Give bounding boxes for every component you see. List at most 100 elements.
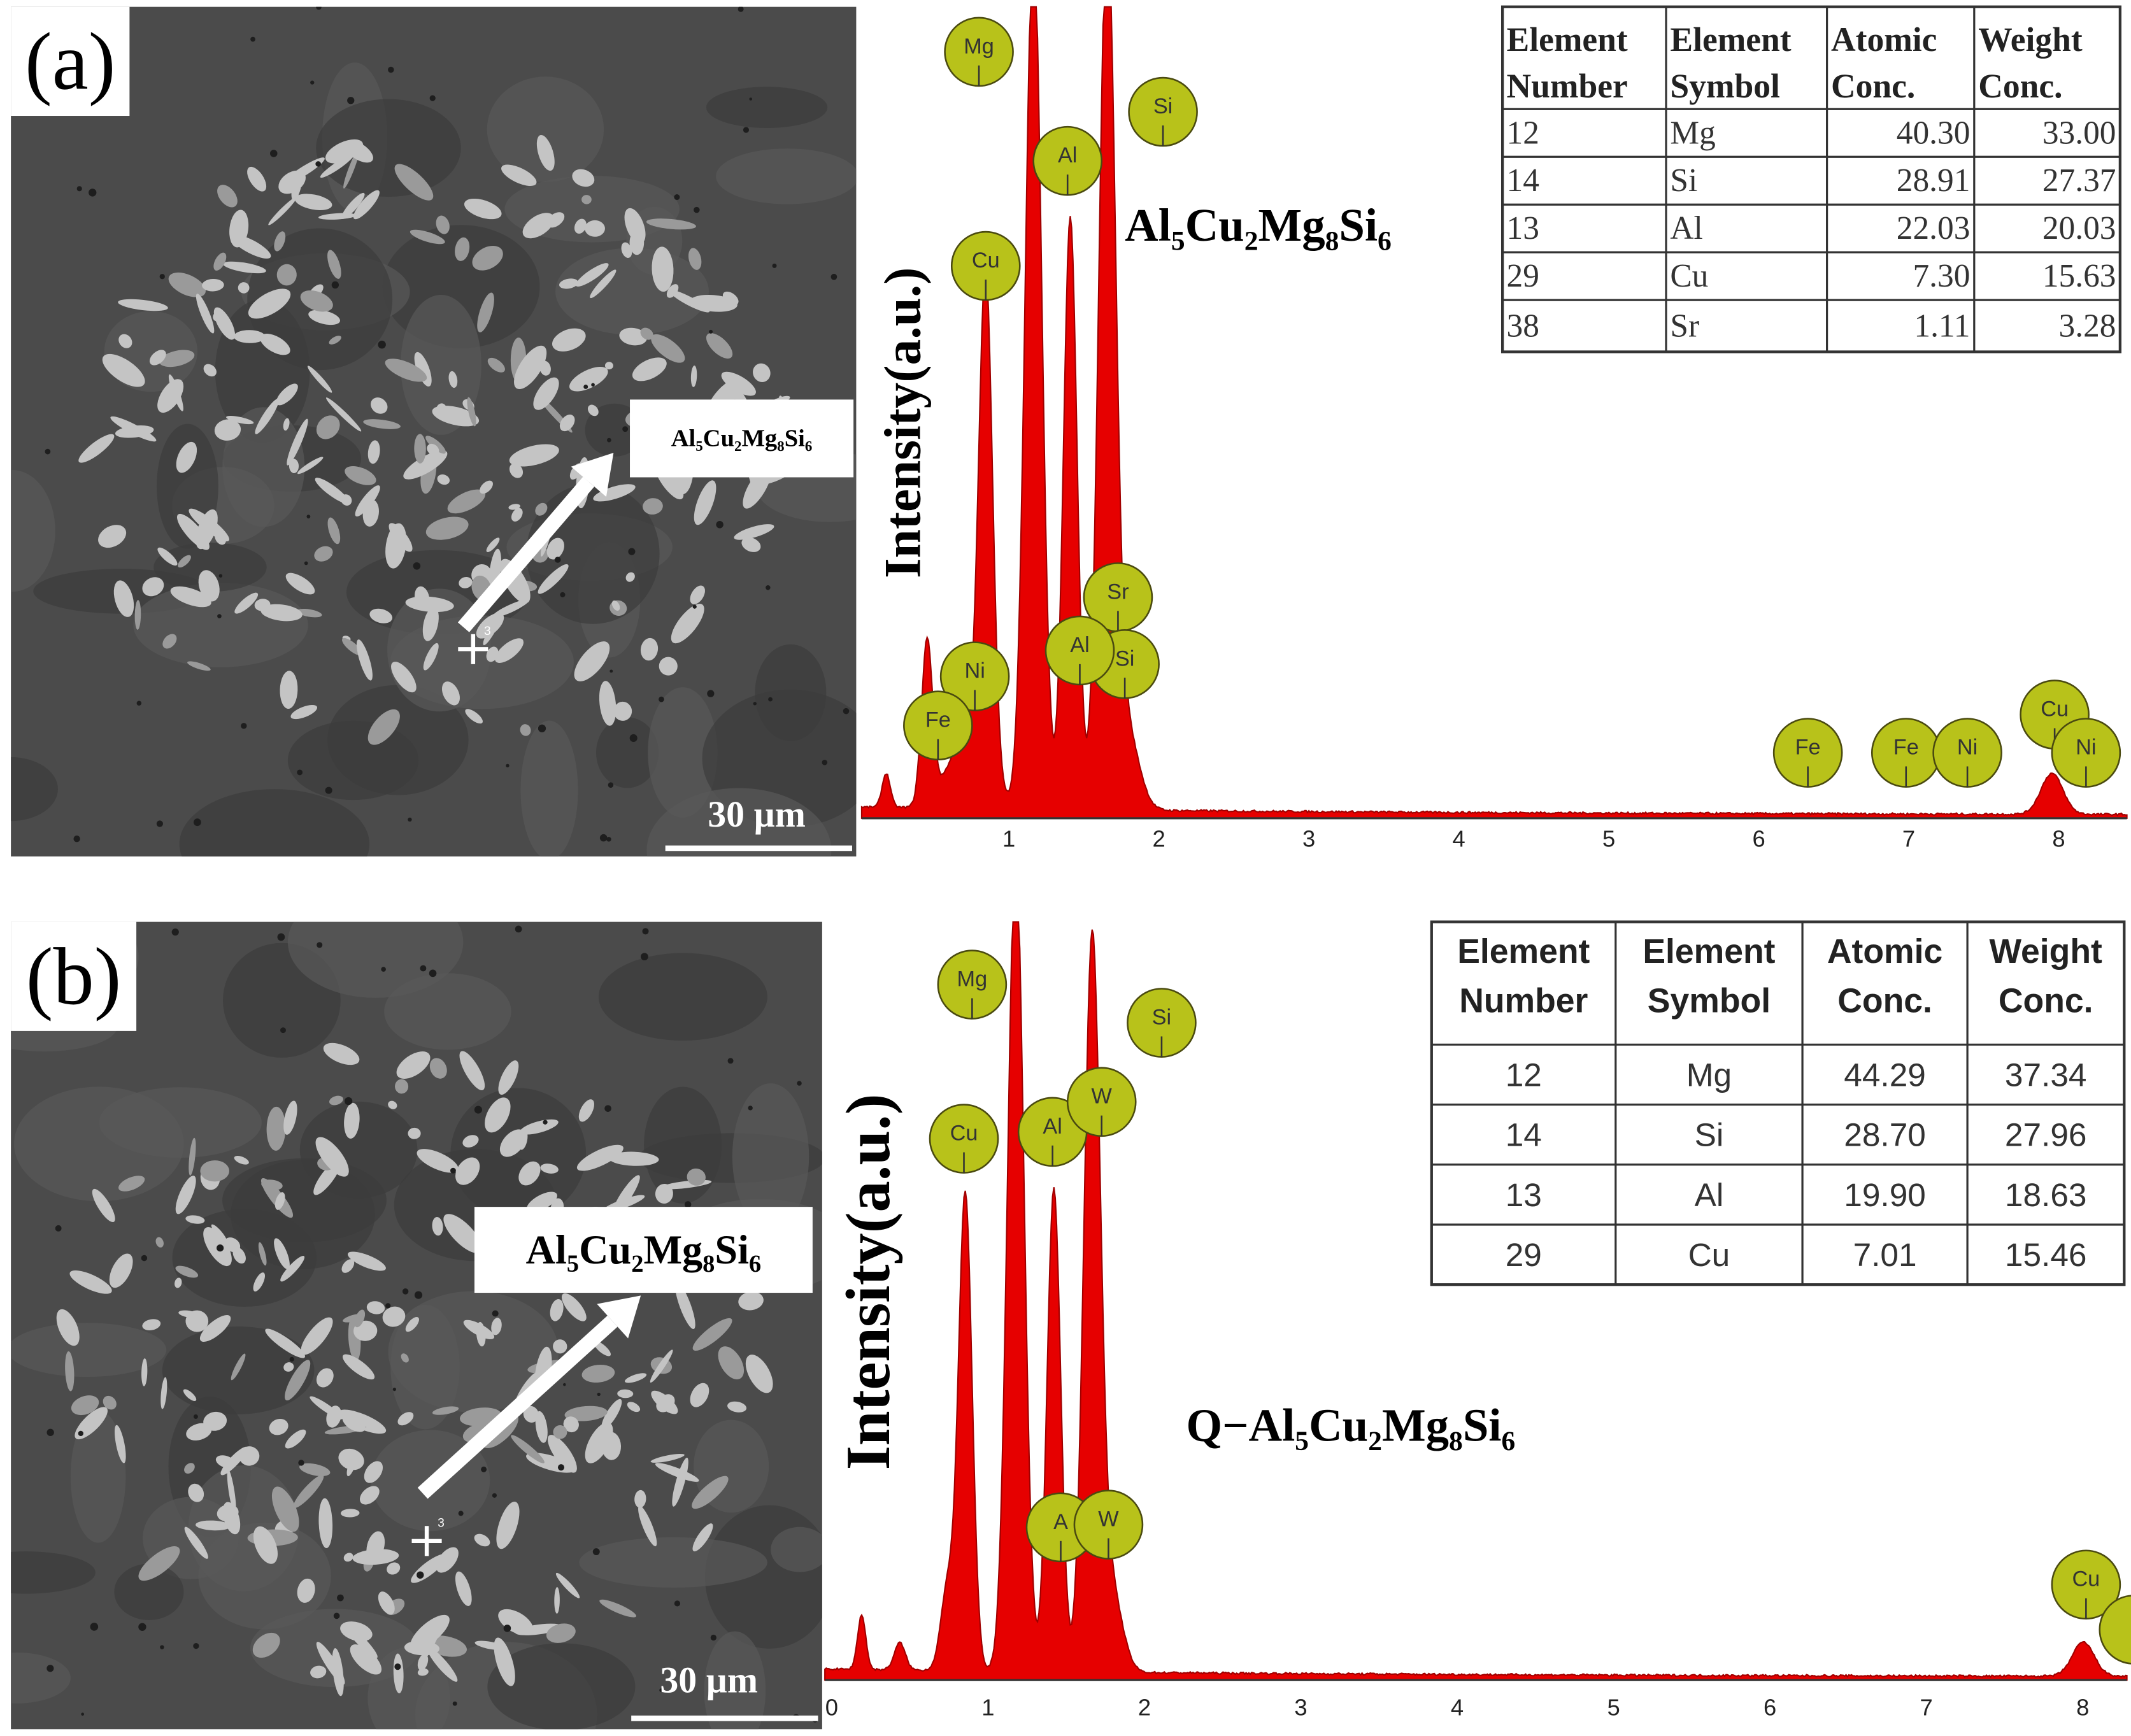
phase-particle xyxy=(523,1405,539,1423)
pore xyxy=(753,702,757,706)
grain xyxy=(11,470,55,592)
table-cell: Si xyxy=(1695,1116,1724,1153)
phase-particle xyxy=(538,564,569,594)
phase-particle xyxy=(436,215,450,234)
phase-particle xyxy=(247,166,267,192)
pore xyxy=(641,953,648,961)
pore xyxy=(46,1428,54,1437)
pore xyxy=(159,274,165,280)
phase-particle xyxy=(178,555,191,568)
pore xyxy=(413,562,421,570)
grain xyxy=(70,1410,126,1543)
compound-label: Q−Al₅Cu₂Mg₈Si₆ xyxy=(1186,1399,1515,1451)
phase-particle xyxy=(601,1432,622,1460)
phase-particle xyxy=(509,463,524,478)
phase-particle xyxy=(476,613,504,639)
phase-particle xyxy=(316,1642,345,1685)
phase-particle xyxy=(417,1149,459,1173)
phase-particle xyxy=(474,1533,490,1547)
phase-particle xyxy=(223,261,266,274)
phase-label-box xyxy=(474,1207,813,1293)
phase-particle xyxy=(459,1051,485,1090)
phase-particle xyxy=(432,1217,443,1236)
phase-particle xyxy=(638,1505,657,1547)
phase-particle xyxy=(463,1320,495,1339)
phase-particle xyxy=(687,1168,706,1186)
phase-particle xyxy=(518,1161,541,1186)
phase-particle xyxy=(443,1214,482,1253)
phase-particle xyxy=(325,139,364,164)
phase-particle xyxy=(669,289,710,313)
grain xyxy=(11,1551,96,1594)
pore xyxy=(622,426,629,432)
phase-particle xyxy=(690,585,705,604)
peak-label: Fe xyxy=(925,708,951,732)
phase-particle xyxy=(576,1144,624,1171)
phase-particle xyxy=(341,1259,355,1273)
phase-particle xyxy=(323,1042,360,1065)
phase-particle xyxy=(227,1469,236,1514)
x-tick-label: 3 xyxy=(1302,825,1315,851)
table-header: Weight xyxy=(1990,933,2103,971)
pore xyxy=(316,6,322,10)
phase-particle xyxy=(363,419,401,429)
phase-particle xyxy=(659,657,678,676)
phase-particle xyxy=(329,1095,343,1106)
phase-particle xyxy=(405,1317,419,1332)
phase-particle xyxy=(114,1425,126,1463)
phase-particle xyxy=(355,485,380,516)
phase-particle xyxy=(185,1215,205,1224)
pore xyxy=(515,925,522,933)
pore xyxy=(692,604,697,609)
phase-particle xyxy=(118,1176,145,1192)
phase-particle xyxy=(382,1306,406,1327)
grain xyxy=(579,1537,767,1588)
table-cell: 7.30 xyxy=(1913,258,1970,294)
phase-particle xyxy=(753,363,771,382)
phase-particle xyxy=(415,586,430,609)
x-tick-label: 2 xyxy=(1153,825,1165,851)
phase-particle xyxy=(578,1099,594,1122)
phase-particle xyxy=(401,1353,409,1363)
point-marker xyxy=(458,634,488,664)
phase-particle xyxy=(346,1451,358,1477)
phase-particle xyxy=(175,1265,199,1278)
phase-particle xyxy=(155,1237,164,1248)
phase-particle xyxy=(563,1416,579,1433)
table-cell: 15.63 xyxy=(2042,258,2116,294)
table-cell: 27.37 xyxy=(2042,162,2116,199)
pore xyxy=(591,383,595,387)
phase-particle xyxy=(196,1520,231,1531)
phase-particle xyxy=(474,1640,506,1651)
phase-particle xyxy=(280,1256,305,1282)
peak-label: Si xyxy=(1115,646,1134,671)
pore xyxy=(684,1201,692,1208)
table-cell: 3.28 xyxy=(2059,308,2116,344)
phase-particle xyxy=(581,1364,615,1383)
phase-particle xyxy=(142,1319,161,1331)
grain xyxy=(487,76,604,183)
pore xyxy=(171,928,179,936)
phase-particle xyxy=(722,291,739,306)
peak-label: Si xyxy=(1153,94,1172,118)
grain xyxy=(716,148,857,204)
grain xyxy=(646,788,832,857)
phase-particle xyxy=(414,434,426,464)
grain xyxy=(704,1631,766,1730)
phase-particle xyxy=(65,1351,75,1391)
peak-label: Al xyxy=(1043,1114,1062,1139)
phase-particle xyxy=(427,1647,458,1682)
phase-particle xyxy=(297,1578,315,1603)
phase-particle xyxy=(184,1463,195,1474)
phase-particle xyxy=(170,586,211,608)
phase-particle xyxy=(569,366,608,392)
phase-particle xyxy=(141,1358,148,1386)
table-cell: 38 xyxy=(1507,308,1539,344)
pore xyxy=(606,837,611,842)
phase-particle xyxy=(585,1422,613,1463)
phase-particle xyxy=(632,357,667,381)
pore xyxy=(554,557,561,563)
scale-bar-label: 30 µm xyxy=(708,793,806,835)
phase-particle xyxy=(78,434,115,463)
arrow-shaft xyxy=(457,476,595,632)
